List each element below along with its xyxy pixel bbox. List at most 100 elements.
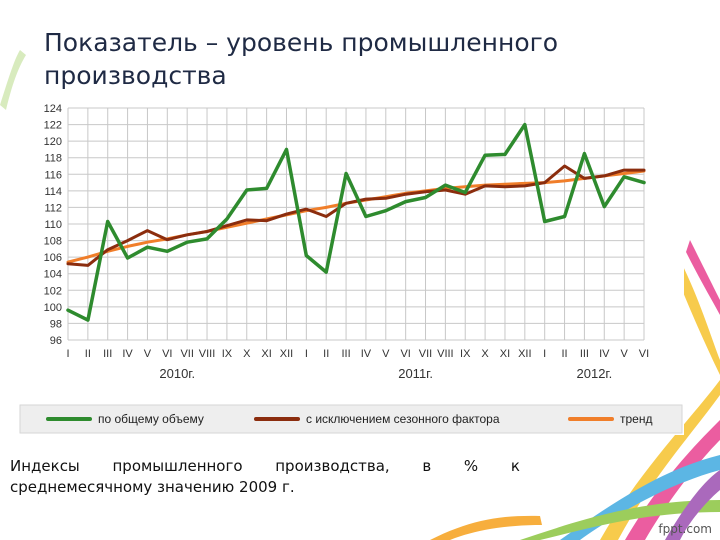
caption-word: производства, (275, 457, 390, 475)
data-point (206, 230, 208, 233)
x-tick-label: II (85, 348, 91, 360)
data-point (563, 180, 566, 182)
data-point (384, 209, 387, 212)
data-point (67, 309, 69, 311)
x-tick-label: VI (639, 348, 649, 360)
data-point (543, 181, 546, 184)
data-point (67, 262, 69, 265)
chart-caption: Индексы промышленного производства, в% к сре… (10, 456, 520, 498)
data-point (643, 181, 645, 184)
brand-watermark: fppt.com (658, 522, 712, 536)
y-tick-label: 102 (44, 285, 62, 297)
y-tick-label: 96 (50, 335, 62, 347)
caption-line-1: Индексы промышленного производства, в% к (10, 456, 520, 477)
y-tick-label: 100 (44, 302, 62, 314)
data-point (484, 154, 486, 157)
data-point (603, 205, 606, 208)
data-point (325, 206, 328, 209)
legend-label: тренд (620, 412, 652, 426)
legend-label: по общему объему (98, 412, 204, 426)
x-tick-label: III (103, 348, 112, 360)
y-axis: 96 98 100 102 104 106 108 110 112 114 116 118 120 122… (44, 103, 62, 347)
data-point (365, 198, 367, 200)
data-point (166, 238, 169, 241)
data-point (146, 246, 149, 248)
data-point (524, 123, 526, 126)
series-lines (66, 122, 646, 322)
data-point (623, 172, 625, 175)
x-tick-label: I (305, 348, 308, 360)
data-point (226, 224, 228, 227)
slide-title: Показатель – уровень промышленного произ… (44, 26, 644, 92)
x-tick-label: VI (400, 348, 410, 360)
caption-word: промышленного (112, 457, 243, 475)
data-point (444, 189, 447, 191)
x-axis: I II III IV V VI VII VIII IX X XI XII I II III IV V VI VII… (66, 348, 649, 381)
y-tick-label: 116 (44, 169, 62, 181)
x-tick-label: XI (500, 348, 510, 360)
data-point (504, 153, 506, 156)
data-point (464, 191, 467, 194)
y-tick-label: 120 (44, 136, 62, 148)
x-tick-label: I (66, 348, 69, 360)
data-point (126, 245, 129, 248)
x-tick-label: XI (261, 348, 271, 360)
caption-word: % (463, 457, 479, 475)
legend-label: с исключением сезонного фактора (306, 412, 500, 426)
year-label: 2011г. (398, 366, 433, 381)
data-point (384, 197, 387, 200)
data-point (345, 202, 347, 205)
y-tick-label: 98 (50, 318, 62, 330)
data-point (484, 185, 486, 187)
x-tick-label: VII (419, 348, 432, 360)
data-point (245, 222, 248, 224)
x-tick-label: XII (518, 348, 531, 360)
data-point (285, 213, 288, 215)
data-point (563, 165, 566, 167)
title-line-1: Показатель – уровень промышленного (44, 28, 559, 57)
data-point (504, 185, 506, 188)
data-point (404, 200, 407, 203)
y-tick-label: 110 (44, 219, 62, 231)
data-point (106, 248, 109, 251)
data-point (583, 177, 586, 180)
data-point (424, 190, 427, 193)
x-tick-label: IV (599, 348, 610, 360)
data-point (186, 233, 188, 236)
x-tick-label: VI (162, 348, 172, 360)
data-point (146, 229, 149, 232)
x-tick-label: IX (222, 348, 233, 360)
data-point (444, 184, 447, 186)
x-tick-label: II (323, 348, 329, 360)
data-point (166, 250, 169, 253)
series-line-2 (66, 164, 646, 267)
x-tick-label: IV (122, 348, 133, 360)
year-label: 2010г. (159, 366, 195, 381)
data-point (524, 185, 526, 187)
data-point (524, 182, 526, 185)
x-tick-label: IX (460, 348, 471, 360)
caption-line-2: среднемесячному значению 2009 г. (10, 478, 295, 496)
data-point (265, 219, 268, 222)
data-point (305, 254, 308, 257)
data-point (603, 175, 606, 177)
data-point (623, 175, 625, 178)
data-point (325, 271, 328, 273)
data-point (146, 241, 149, 244)
y-tick-label: 122 (44, 120, 62, 132)
y-tick-label: 104 (44, 269, 62, 281)
legend: по общему объему с исключением сезонного … (19, 404, 683, 434)
data-point (245, 219, 248, 221)
data-point (563, 215, 566, 218)
data-point (126, 257, 129, 259)
y-tick-label: 112 (44, 202, 62, 214)
data-point (365, 215, 367, 218)
data-point (424, 196, 427, 199)
data-point (186, 241, 188, 244)
grid (67, 107, 645, 341)
x-tick-label: VIII (437, 348, 454, 360)
data-point (345, 172, 347, 175)
caption-word: к (510, 457, 520, 475)
data-point (106, 220, 109, 223)
